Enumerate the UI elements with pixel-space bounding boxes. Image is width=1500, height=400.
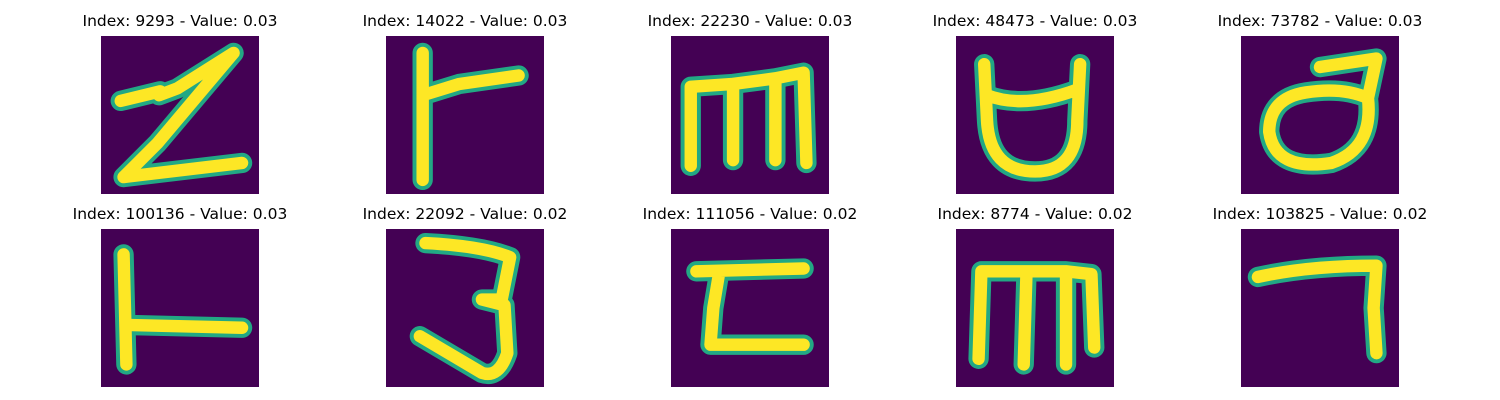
panel-10: Index: 103825 - Value: 0.02 [1205, 203, 1435, 388]
panel-3: Index: 22230 - Value: 0.03 [635, 10, 865, 195]
character-image [386, 229, 544, 387]
panel-title: Index: 8774 - Value: 0.02 [937, 205, 1133, 223]
panel-title: Index: 48473 - Value: 0.03 [932, 12, 1138, 30]
character-image [386, 36, 544, 194]
character-image [671, 36, 829, 194]
panel-9: Index: 8774 - Value: 0.02 [920, 203, 1150, 388]
panel-5: Index: 73782 - Value: 0.03 [1205, 10, 1435, 195]
character-image [101, 229, 259, 387]
character-image [671, 229, 829, 387]
panel-title: Index: 73782 - Value: 0.03 [1217, 12, 1423, 30]
panel-2: Index: 14022 - Value: 0.03 [350, 10, 580, 195]
panel-title: Index: 103825 - Value: 0.02 [1212, 205, 1428, 223]
panel-title: Index: 111056 - Value: 0.02 [642, 205, 858, 223]
character-image [956, 229, 1114, 387]
character-image [1241, 229, 1399, 387]
panel-title: Index: 22092 - Value: 0.02 [362, 205, 568, 223]
character-image [1241, 36, 1399, 194]
panel-title: Index: 22230 - Value: 0.03 [647, 12, 853, 30]
character-image [956, 36, 1114, 194]
panel-8: Index: 111056 - Value: 0.02 [635, 203, 865, 388]
panel-7: Index: 22092 - Value: 0.02 [350, 203, 580, 388]
panel-4: Index: 48473 - Value: 0.03 [920, 10, 1150, 195]
panel-6: Index: 100136 - Value: 0.03 [65, 203, 295, 388]
panel-title: Index: 9293 - Value: 0.03 [82, 12, 278, 30]
panel-1: Index: 9293 - Value: 0.03 [65, 10, 295, 195]
panel-title: Index: 100136 - Value: 0.03 [72, 205, 288, 223]
character-image [101, 36, 259, 194]
panel-title: Index: 14022 - Value: 0.03 [362, 12, 568, 30]
